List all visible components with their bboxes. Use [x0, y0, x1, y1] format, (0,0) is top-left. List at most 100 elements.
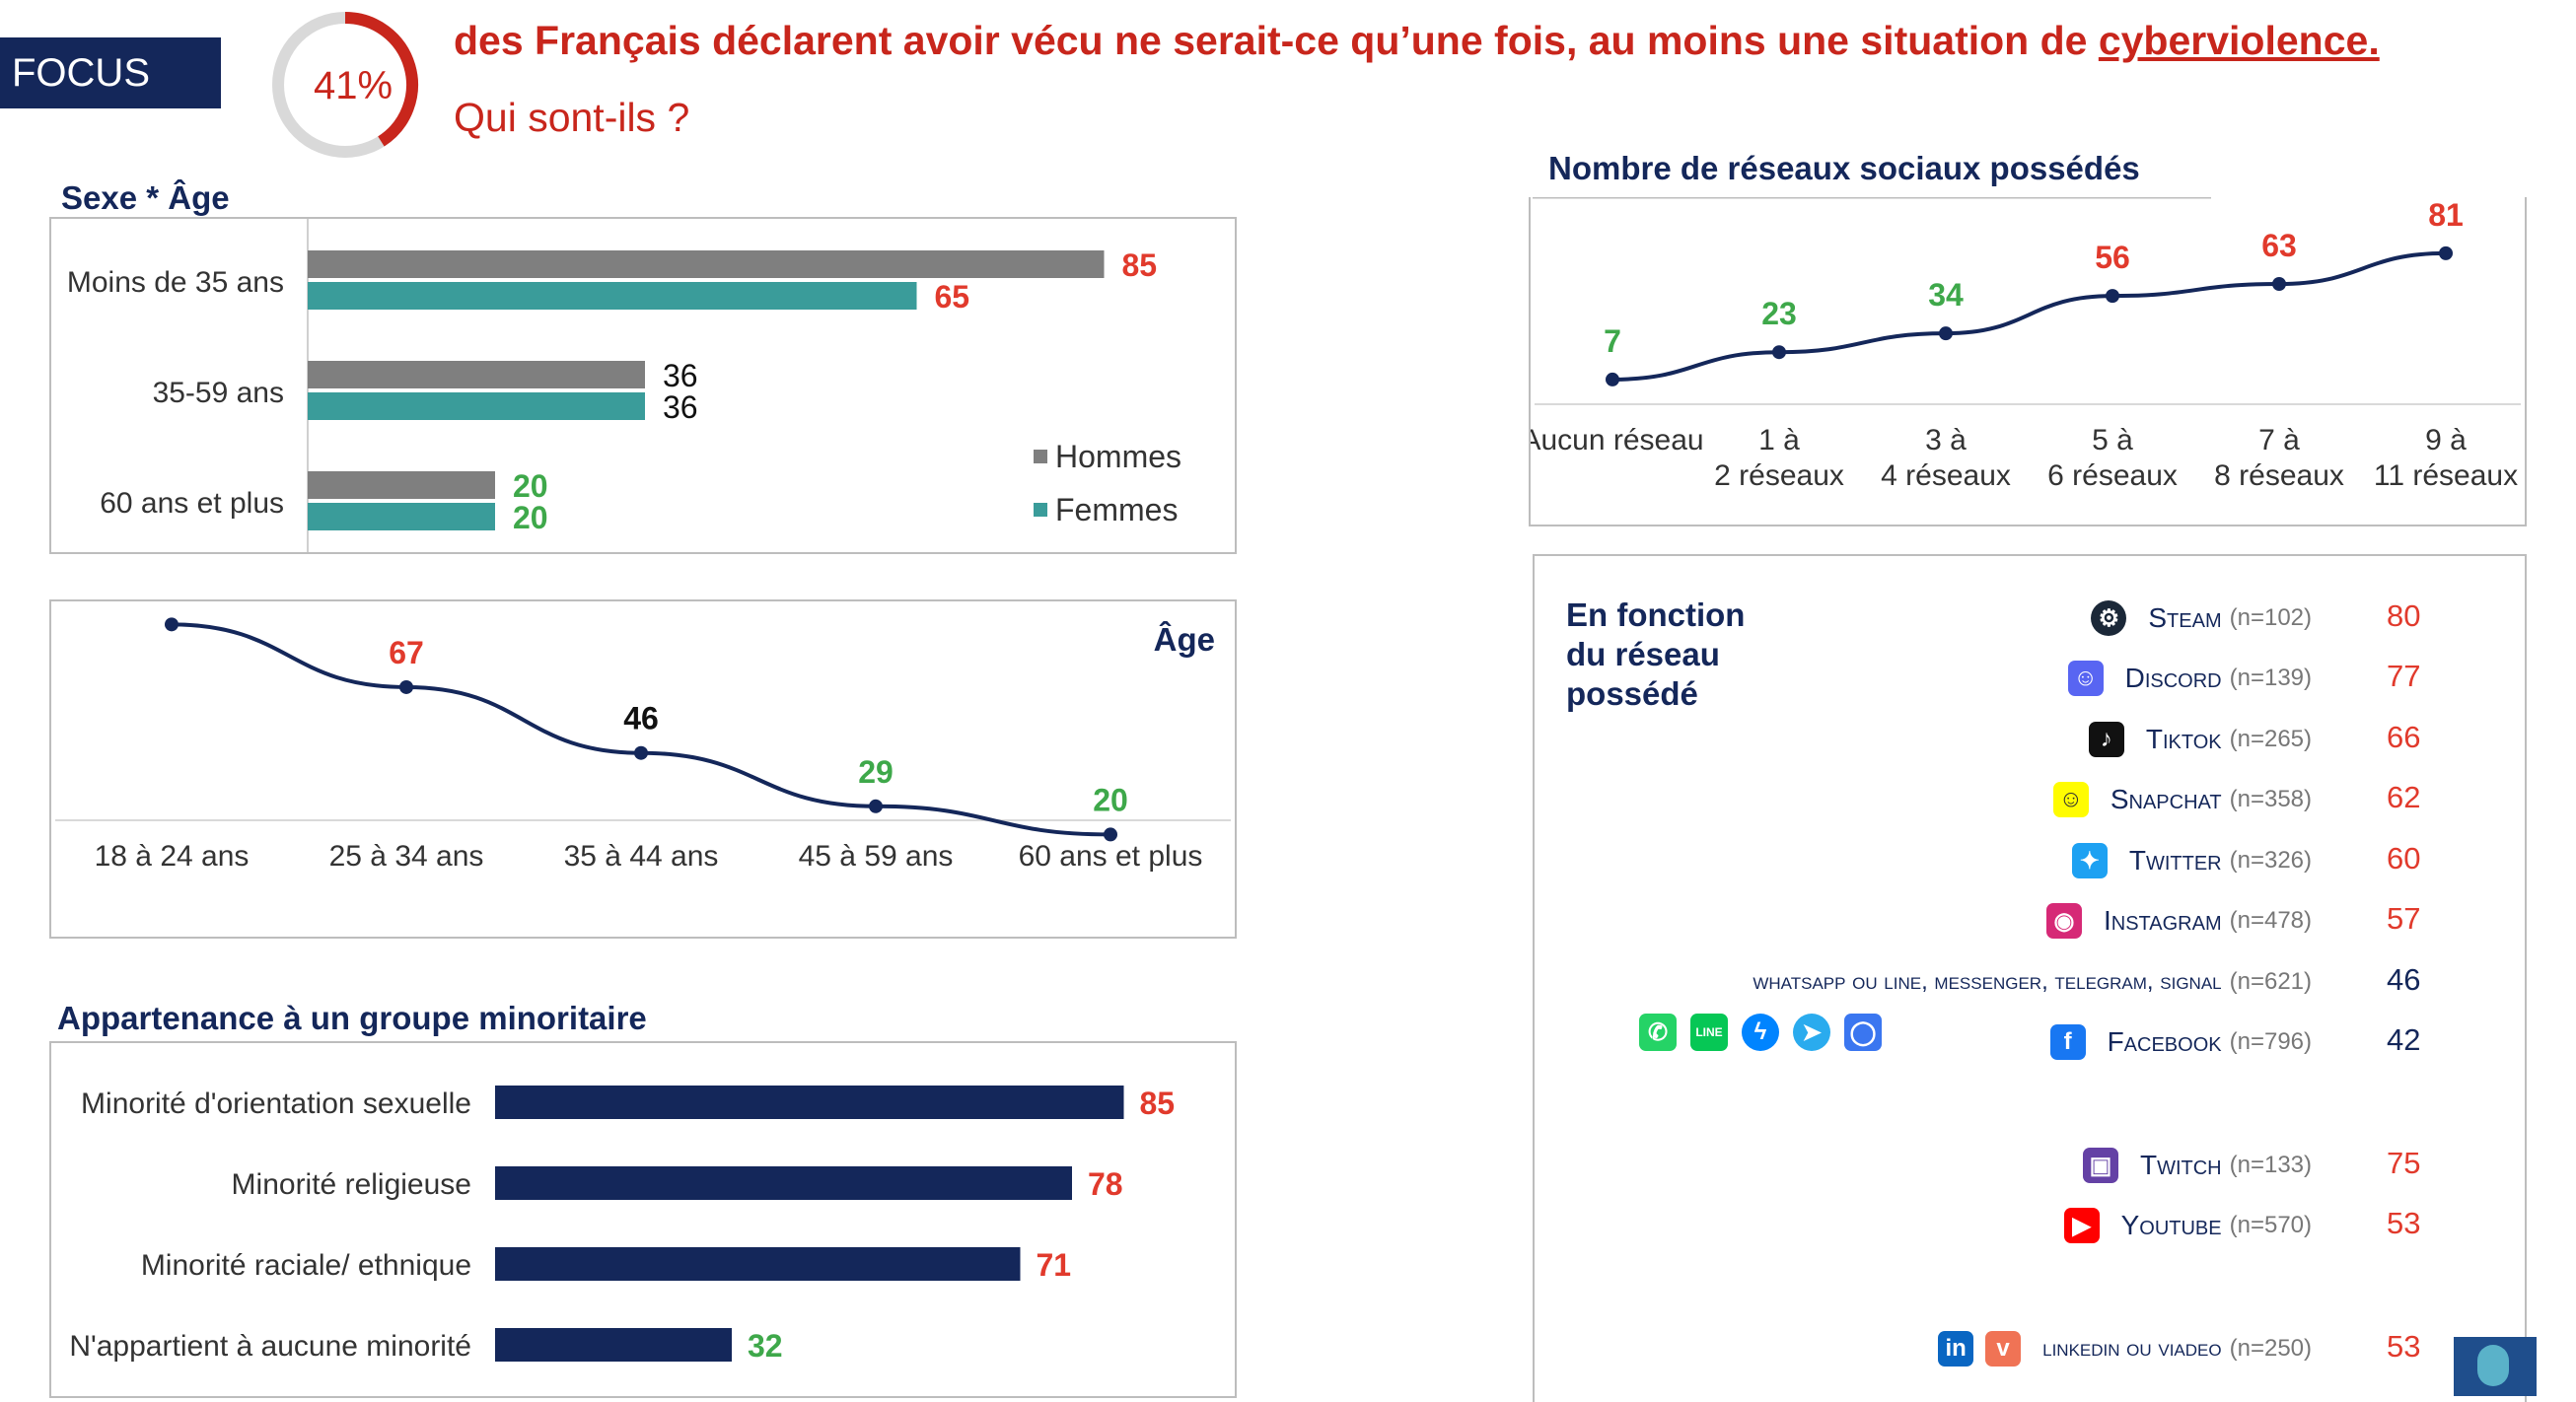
- data-label: 56: [2095, 240, 2130, 275]
- bar-hommes: [308, 361, 645, 388]
- donut-arc: [344, 12, 418, 147]
- x-tick-label: 1 à: [1758, 424, 1800, 456]
- data-point: [2439, 245, 2453, 260]
- data-point: [2272, 277, 2286, 292]
- by-network-title: En fonction du réseau possédé: [1566, 596, 1746, 712]
- network-count-chart: 7 Aucun réseau 23 1 à2 réseaux 34 3 à4 réseau…: [1521, 195, 2521, 492]
- data-label: 85: [1140, 1086, 1176, 1121]
- data-point: [634, 745, 648, 760]
- value-twitch: 75: [2387, 1146, 2421, 1180]
- donut-chart: 41%: [272, 12, 418, 158]
- minority-chart-box: Minorité d'orientation sexuelle 85 Minorit…: [49, 1041, 1237, 1398]
- value-snapchat: 62: [2387, 780, 2421, 814]
- logo-shape: [2477, 1345, 2509, 1386]
- category-label: Minorité raciale/ ethnique: [141, 1249, 471, 1282]
- legend-label: Femmes: [1055, 492, 1178, 527]
- x-tick-label: 35 à 44 ans: [564, 840, 719, 873]
- line-icon: LINE: [1690, 1014, 1728, 1051]
- data-label: 81: [2428, 197, 2464, 233]
- bar-femmes: [308, 503, 495, 530]
- whatsapp-icon: ✆: [1639, 1014, 1677, 1051]
- headline: des Français déclarent avoir vécu ne ser…: [454, 18, 2380, 64]
- value-messaging: 46: [2387, 962, 2421, 997]
- data-label: 87: [154, 601, 189, 607]
- x-tick-label: 2 réseaux: [1714, 459, 1844, 492]
- x-tick-label: 3 à: [1925, 424, 1967, 456]
- network-row-youtube: ▶ Youtube (n=570): [2063, 1206, 2312, 1245]
- x-tick-label: 8 réseaux: [2214, 459, 2344, 492]
- x-tick-label: 4 réseaux: [1881, 459, 2011, 492]
- age-chart-box: Âge 87 18 à 24 ans 67 25 à 34 ans 46 35 à 44 a…: [49, 572, 1237, 939]
- network-row-instagram: ◉ Instagram (n=478): [2045, 901, 2312, 941]
- focus-badge: FOCUS: [0, 37, 221, 108]
- donut-label: 41%: [314, 64, 393, 107]
- messaging-icons: ✆ LINE ϟ ➤ ◯: [1639, 1014, 1882, 1051]
- network-count-title: Nombre de réseaux sociaux possédés: [1548, 150, 2140, 186]
- value-twitter: 60: [2387, 841, 2421, 876]
- age-line-chart: Âge 87 18 à 24 ans 67 25 à 34 ans 46 35 à 44 a…: [55, 572, 1231, 873]
- x-tick-label: Aucun réseau: [1531, 424, 1704, 456]
- network-row-steam: ⚙ Steam (n=102): [2091, 598, 2312, 638]
- data-label: 65: [935, 279, 970, 315]
- data-point: [1772, 345, 1786, 360]
- brand-logo: [2454, 1337, 2537, 1396]
- value-linkedin: 53: [2387, 1329, 2421, 1364]
- headline-text: des Français déclarent avoir vécu ne ser…: [454, 18, 2099, 63]
- category-label: N'appartient à aucune minorité: [69, 1330, 471, 1363]
- data-label: 32: [748, 1328, 783, 1364]
- x-tick-label: 11 réseaux: [2374, 459, 2518, 492]
- bar-femmes: [308, 282, 917, 310]
- data-label: 20: [513, 468, 548, 504]
- data-label: 46: [623, 701, 659, 736]
- network-row-facebook: f Facebook (n=796): [2049, 1022, 2312, 1062]
- series-line: [1611, 250, 2447, 382]
- data-label: 34: [1928, 277, 1964, 313]
- instagram-icon: ◉: [2045, 903, 2082, 939]
- sex-age-title: Sexe * Âge: [61, 179, 230, 216]
- data-point: [2106, 289, 2119, 304]
- discord-icon: ☺: [2067, 661, 2104, 696]
- network-row-twitter: ✦ Twitter (n=326): [2071, 841, 2312, 880]
- messenger-icon: ϟ: [1742, 1014, 1779, 1051]
- data-label: 36: [663, 389, 698, 425]
- value-steam: 80: [2387, 598, 2421, 633]
- headline-keyword: cyberviolence.: [2098, 18, 2380, 63]
- x-tick-label: 60 ans et plus: [1019, 840, 1203, 873]
- x-tick-label: 5 à: [2092, 424, 2133, 456]
- value-discord: 77: [2387, 659, 2421, 693]
- telegram-icon: ➤: [1793, 1014, 1830, 1051]
- by-network-panel: [1533, 554, 2527, 1402]
- data-label: 20: [513, 500, 548, 535]
- youtube-icon: ▶: [2063, 1208, 2100, 1243]
- x-tick-label: 6 réseaux: [2047, 459, 2178, 492]
- bar: [495, 1086, 1124, 1119]
- tiktok-icon: ♪: [2088, 722, 2124, 757]
- legend-swatch: [1034, 450, 1047, 463]
- bar: [495, 1247, 1021, 1281]
- x-tick-label: 45 à 59 ans: [799, 840, 954, 873]
- sex-age-chart-box: Moins de 35 ans 85 65 35-59 ans 36 36 60 ans e…: [49, 217, 1237, 554]
- minority-chart: Minorité d'orientation sexuelle 85 Minorit…: [69, 1086, 1176, 1364]
- signal-icon: ◯: [1844, 1014, 1882, 1051]
- bar: [495, 1328, 732, 1362]
- x-tick-label: 25 à 34 ans: [329, 840, 484, 873]
- x-tick-label: 18 à 24 ans: [95, 840, 250, 873]
- viadeo-icon: v: [1985, 1331, 2022, 1367]
- data-label: 85: [1122, 247, 1158, 283]
- category-label: Minorité religieuse: [232, 1168, 471, 1201]
- data-label: 63: [2261, 228, 2297, 263]
- value-instagram: 57: [2387, 901, 2421, 936]
- data-point: [1606, 372, 1619, 386]
- value-tiktok: 66: [2387, 720, 2421, 754]
- network-row-twitch: ▣ Twitch (n=133): [2082, 1146, 2312, 1185]
- snapchat-icon: ☺: [2052, 782, 2089, 817]
- data-label: 29: [858, 754, 894, 790]
- data-label: 67: [389, 635, 424, 670]
- linkedin-icon: in: [1938, 1331, 1974, 1367]
- bar-hommes: [308, 250, 1105, 278]
- network-row-linkedin: in v linkedin ou viadeo (n=250): [1938, 1329, 2312, 1368]
- minority-title: Appartenance à un groupe minoritaire: [57, 1000, 647, 1036]
- category-label: 35-59 ans: [153, 377, 284, 409]
- network-values: 80 77 66 62 60 57 46 42 75 53 53: [2387, 0, 2466, 1396]
